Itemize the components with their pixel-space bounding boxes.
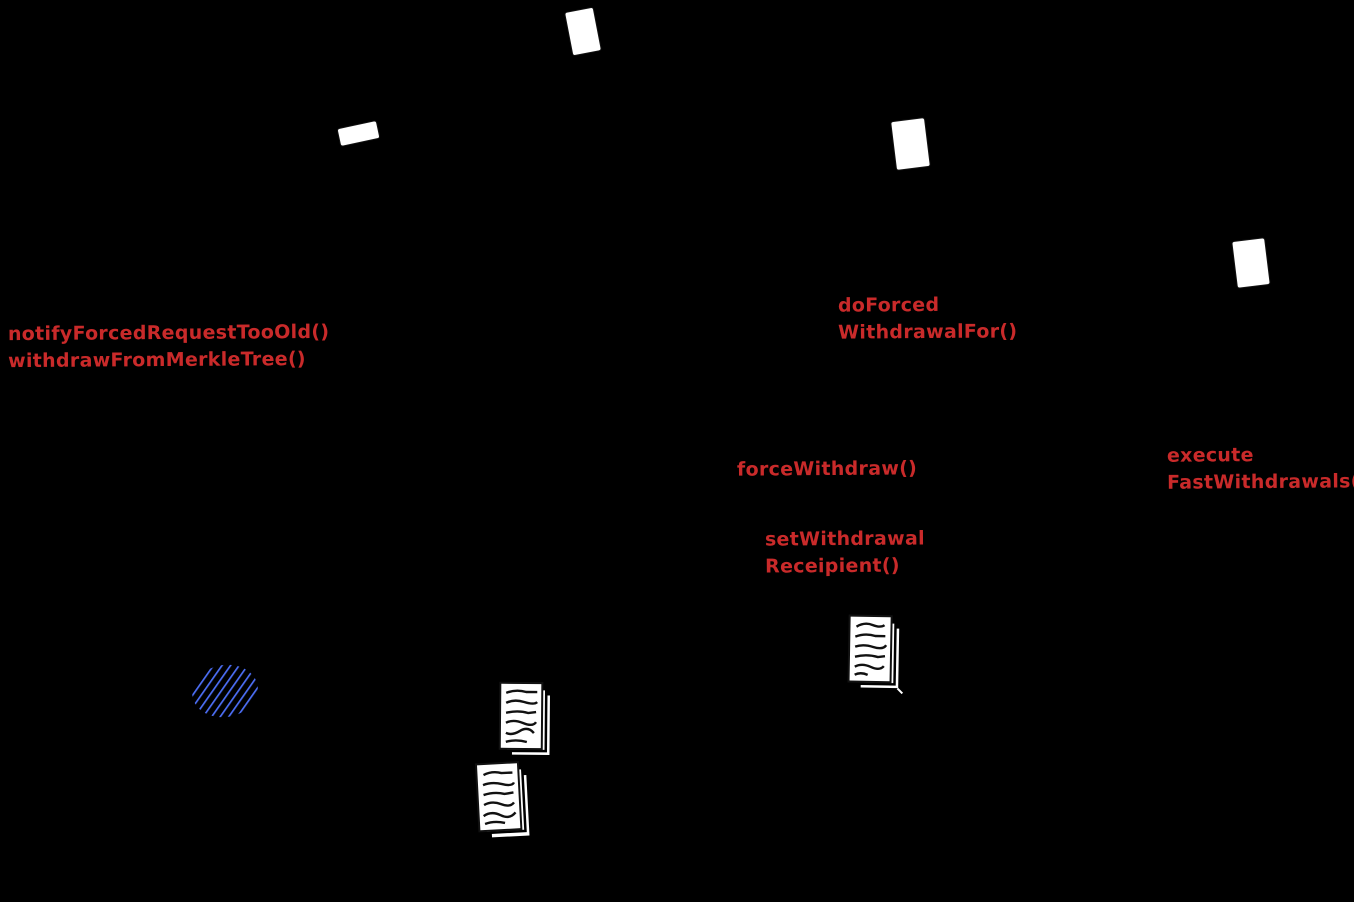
label-line: withdrawFromMerkleTree() bbox=[8, 348, 306, 373]
label-line: WithdrawalFor() bbox=[838, 320, 1018, 344]
label-line: notifyForcedRequestTooOld() bbox=[7, 320, 330, 346]
label-execute-fast-withdrawals: execute FastWithdrawals() bbox=[1167, 441, 1354, 496]
label-line: forceWithdraw() bbox=[736, 457, 918, 481]
label-line: FastWithdrawals() bbox=[1167, 470, 1354, 494]
document-stack-icon-right bbox=[844, 613, 905, 696]
label-do-forced-withdrawal-for: doForced WithdrawalFor() bbox=[838, 291, 1018, 346]
document-stack-icon-center bbox=[496, 681, 557, 764]
label-force-withdraw: forceWithdraw() bbox=[737, 455, 917, 483]
paper-sheet-icon-far-right bbox=[1232, 238, 1270, 288]
label-notify-forced-request: notifyForcedRequestTooOld() withdrawFrom… bbox=[8, 319, 330, 375]
document-stack-icon-center-lower bbox=[472, 759, 536, 846]
label-line: setWithdrawal bbox=[764, 527, 925, 551]
paper-sheet-flat-icon-left bbox=[337, 121, 380, 146]
label-set-withdrawal-receipient: setWithdrawal Receipient() bbox=[765, 525, 925, 580]
label-line: execute bbox=[1166, 444, 1254, 467]
label-line: Receipient() bbox=[765, 554, 900, 578]
scribble-ellipse-icon bbox=[185, 656, 266, 726]
label-line: doForced bbox=[837, 293, 940, 317]
paper-sheet-icon-top bbox=[565, 7, 601, 56]
paper-sheet-icon-mid-right bbox=[891, 118, 930, 170]
